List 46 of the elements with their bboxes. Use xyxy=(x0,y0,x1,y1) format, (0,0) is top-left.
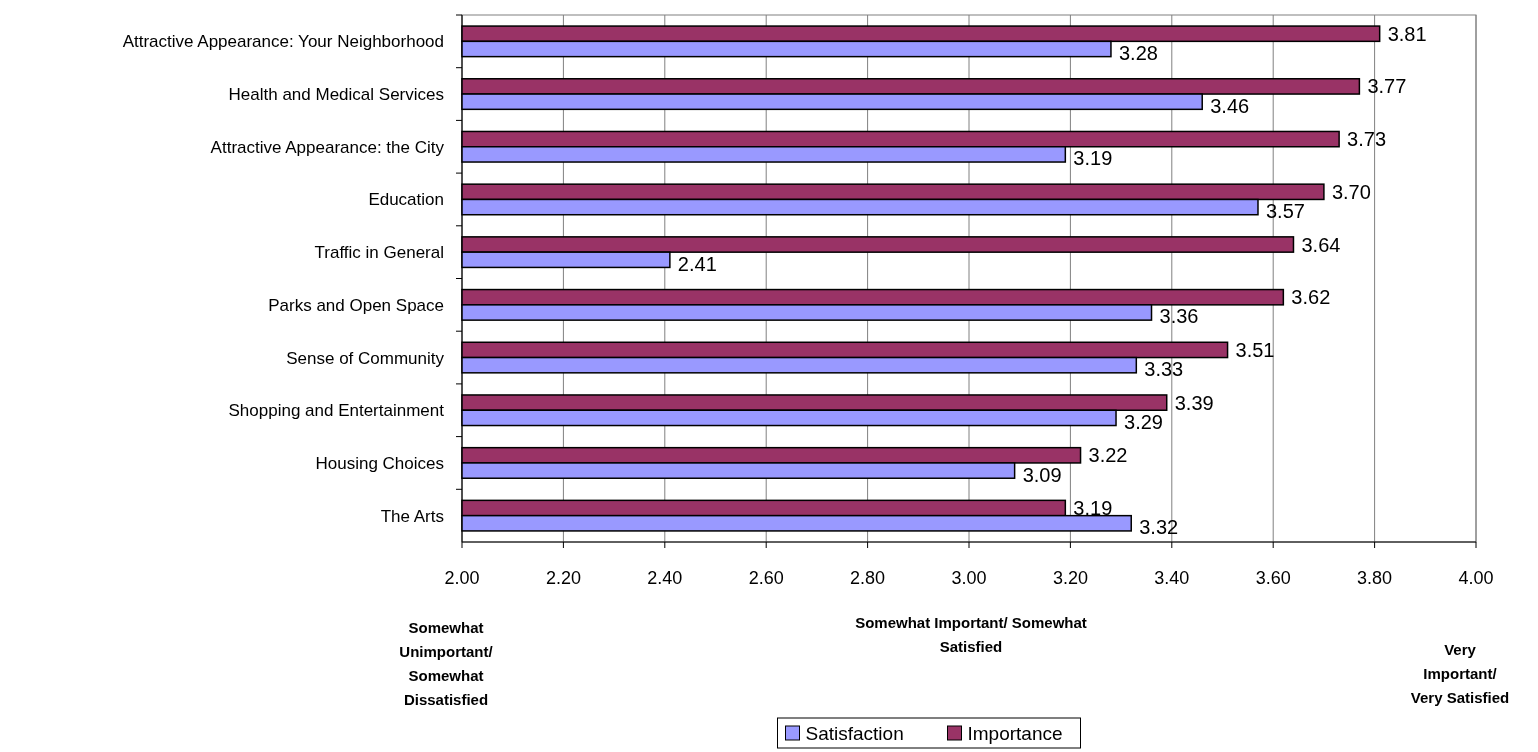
x-tick-label: 3.40 xyxy=(1154,568,1190,588)
data-label: 2.41 xyxy=(677,252,717,275)
x-tick-label: 2.80 xyxy=(850,568,886,588)
data-label: 3.73 xyxy=(1347,128,1387,151)
legend-label: Importance xyxy=(967,723,1063,744)
data-label: 3.81 xyxy=(1387,22,1427,45)
x-tick-label: 4.00 xyxy=(1458,568,1494,588)
x-tick-label: 3.00 xyxy=(951,568,987,588)
data-label: 3.22 xyxy=(1088,444,1128,467)
x-tick-label: 2.60 xyxy=(748,568,784,588)
data-label: 3.28 xyxy=(1118,41,1158,64)
y-tick-label: Education xyxy=(368,190,444,210)
legend-label: Satisfaction xyxy=(805,723,904,744)
x-tick-label: 3.20 xyxy=(1052,568,1088,588)
x-tick-label: 3.80 xyxy=(1357,568,1393,588)
x-tick-label: 2.20 xyxy=(545,568,581,588)
data-label: 3.70 xyxy=(1331,180,1371,203)
data-label: 3.62 xyxy=(1291,286,1331,309)
data-label: 3.57 xyxy=(1265,200,1305,223)
data-label: 3.36 xyxy=(1159,305,1199,328)
text: Somewhat Unimportant/ Somewhat Dissatisfied xyxy=(399,619,494,708)
y-tick-label: Parks and Open Space xyxy=(268,295,444,315)
y-tick-label: The Arts xyxy=(380,506,444,526)
y-tick-label: Shopping and Entertainment xyxy=(228,401,445,421)
y-tick-label: Traffic in General xyxy=(314,243,444,263)
x-tick-label: 3.60 xyxy=(1255,568,1291,588)
text: Very Important/ Very Satisfied xyxy=(1410,641,1510,706)
y-tick-label: Housing Choices xyxy=(315,453,444,473)
y-tick-label: Attractive Appearance: the City xyxy=(210,137,445,157)
data-label: 3.64 xyxy=(1301,233,1341,256)
data-label: 3.09 xyxy=(1022,463,1062,486)
y-tick-label: Attractive Appearance: Your Neighborhood xyxy=(122,32,444,52)
data-label: 3.51 xyxy=(1235,338,1275,361)
text: Somewhat Important/ Somewhat Satisfied xyxy=(855,614,1087,655)
data-label: 3.77 xyxy=(1367,75,1407,98)
data-label: 3.32 xyxy=(1139,516,1179,539)
data-label: 3.29 xyxy=(1124,410,1163,433)
y-tick-label: Health and Medical Services xyxy=(228,85,444,105)
data-label: 3.19 xyxy=(1073,147,1113,170)
data-label: 3.33 xyxy=(1144,358,1184,381)
data-label: 3.39 xyxy=(1174,391,1214,414)
data-label: 3.46 xyxy=(1210,94,1250,117)
y-tick-label: Sense of Community xyxy=(286,348,445,368)
x-tick-label: 2.00 xyxy=(444,568,480,588)
x-tick-label: 2.40 xyxy=(647,568,683,588)
data-label: 3.19 xyxy=(1073,497,1113,520)
